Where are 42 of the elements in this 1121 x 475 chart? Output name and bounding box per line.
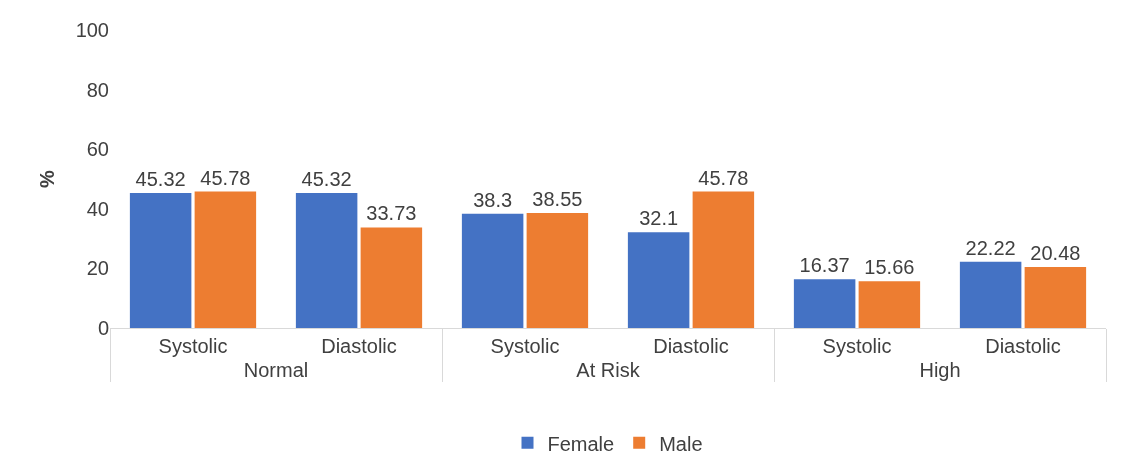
data-label: 20.48 xyxy=(1030,241,1081,264)
x-tick-label: Systolic xyxy=(158,335,228,357)
bar xyxy=(194,191,257,328)
bar xyxy=(360,227,423,328)
data-label: 45.78 xyxy=(200,166,251,189)
data-label: 38.3 xyxy=(473,188,513,211)
text: At Risk xyxy=(576,359,641,381)
legend-label: Male xyxy=(659,432,703,455)
bar xyxy=(295,192,358,328)
x-tick-label: Diastolic xyxy=(321,335,397,357)
y-tick-label: 60 xyxy=(86,138,109,161)
data-label: 32.1 xyxy=(639,207,679,230)
data-label: 45.32 xyxy=(301,167,352,190)
bar xyxy=(627,232,690,328)
bar xyxy=(858,281,921,328)
bar xyxy=(526,213,589,328)
text: High xyxy=(919,359,961,381)
bar xyxy=(1024,266,1087,328)
x-tick-label: Systolic xyxy=(490,335,560,357)
bar xyxy=(692,191,755,328)
data-label: 22.22 xyxy=(965,236,1016,259)
data-label: 45.78 xyxy=(698,166,749,189)
bar xyxy=(793,279,856,328)
data-label: 15.66 xyxy=(864,256,915,279)
y-tick-label: 40 xyxy=(86,197,109,220)
x-tick-label: Diastolic xyxy=(985,335,1061,357)
data-label: 38.55 xyxy=(532,188,583,211)
y-tick-label: 80 xyxy=(86,78,109,101)
y-tick-label: 20 xyxy=(86,257,109,280)
legend-label: Female xyxy=(547,432,615,455)
bar xyxy=(461,213,524,328)
y-tick-label: 0 xyxy=(97,317,109,339)
y-tick-label: 100 xyxy=(75,19,109,41)
bar xyxy=(959,261,1022,328)
data-label: 45.32 xyxy=(135,167,186,190)
bar xyxy=(129,192,192,328)
data-label: 16.37 xyxy=(799,254,850,277)
x-tick-label: Diastolic xyxy=(653,335,729,357)
x-tick-label: Systolic xyxy=(822,335,892,357)
data-label: 33.73 xyxy=(366,202,417,225)
text: Normal xyxy=(243,359,309,381)
y-axis-title: % xyxy=(36,169,59,188)
